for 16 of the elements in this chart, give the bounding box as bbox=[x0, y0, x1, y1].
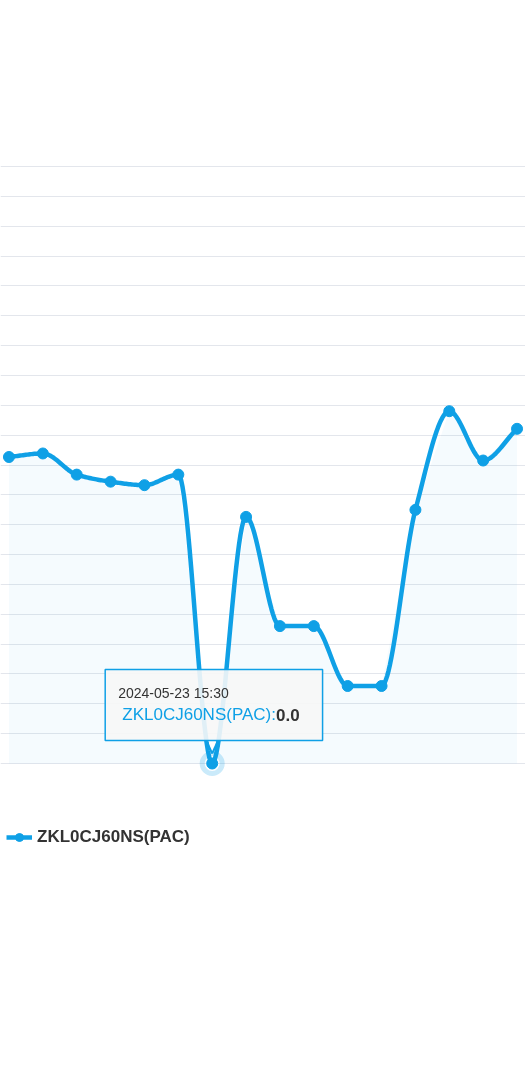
point bbox=[240, 510, 253, 523]
point bbox=[375, 680, 388, 692]
point bbox=[172, 468, 185, 481]
point bbox=[2, 451, 15, 463]
legend-label: ZKL0CJ60NS(PAC) bbox=[37, 827, 190, 847]
point bbox=[511, 422, 524, 435]
point bbox=[443, 405, 456, 418]
point bbox=[138, 479, 151, 492]
point bbox=[409, 503, 422, 516]
point bbox=[477, 454, 490, 467]
annotation: 2024-05-23 15:30 bbox=[118, 684, 229, 701]
annotation: ZKL0CJ60NS(PAC):0.0 bbox=[122, 705, 300, 725]
point bbox=[70, 468, 83, 481]
point bbox=[104, 475, 117, 488]
point bbox=[307, 620, 320, 633]
point bbox=[36, 447, 49, 460]
